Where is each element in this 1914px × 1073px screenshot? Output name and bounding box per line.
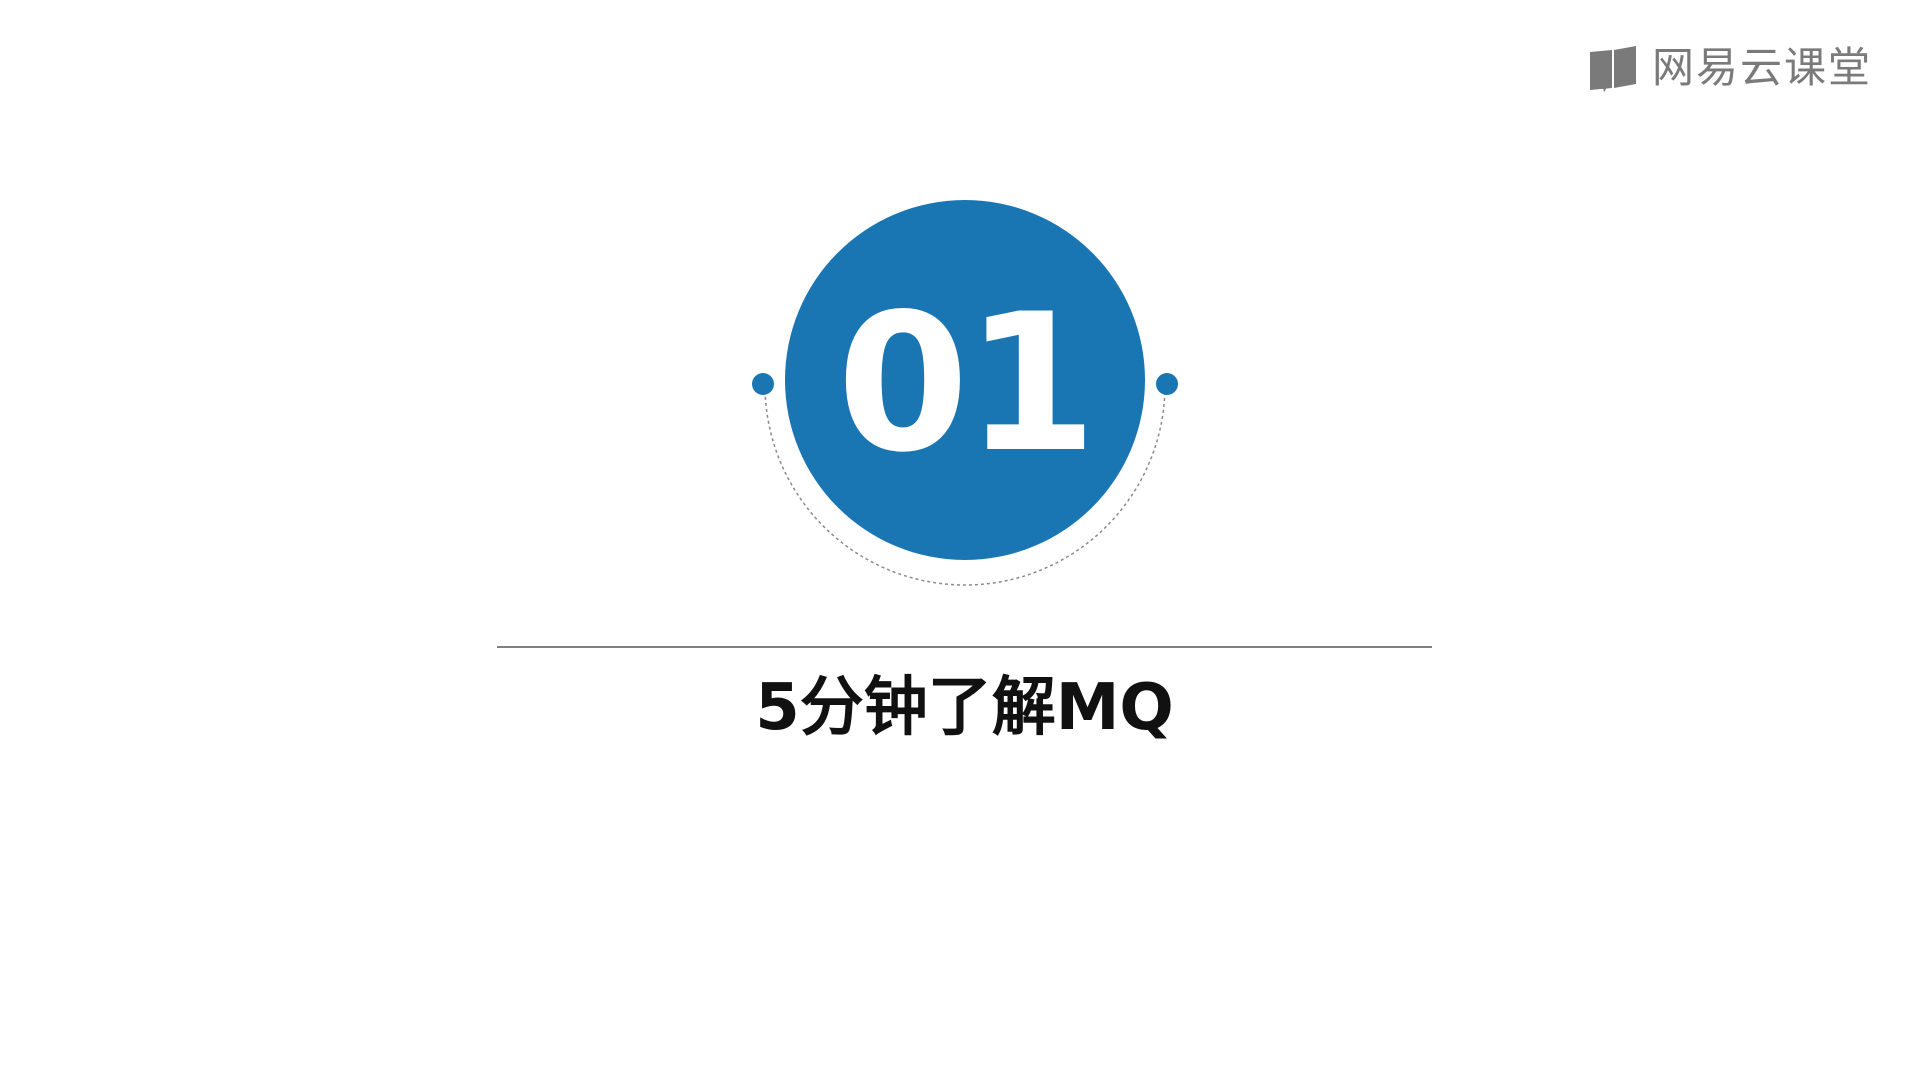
section-badge: 01 bbox=[740, 190, 1190, 610]
badge-circle bbox=[785, 200, 1145, 560]
arc-dot-right bbox=[1156, 373, 1178, 395]
slide-title: 5分钟了解MQ bbox=[755, 671, 1174, 745]
arc-dot-left bbox=[752, 373, 774, 395]
dashed-arc bbox=[764, 384, 1166, 586]
book-icon bbox=[1588, 44, 1638, 92]
section-number: 01 bbox=[836, 273, 1097, 494]
brand-name: 网易云课堂 bbox=[1651, 43, 1872, 92]
brand-logo: 网易云课堂 bbox=[1588, 44, 1872, 92]
title-divider bbox=[497, 646, 1432, 648]
